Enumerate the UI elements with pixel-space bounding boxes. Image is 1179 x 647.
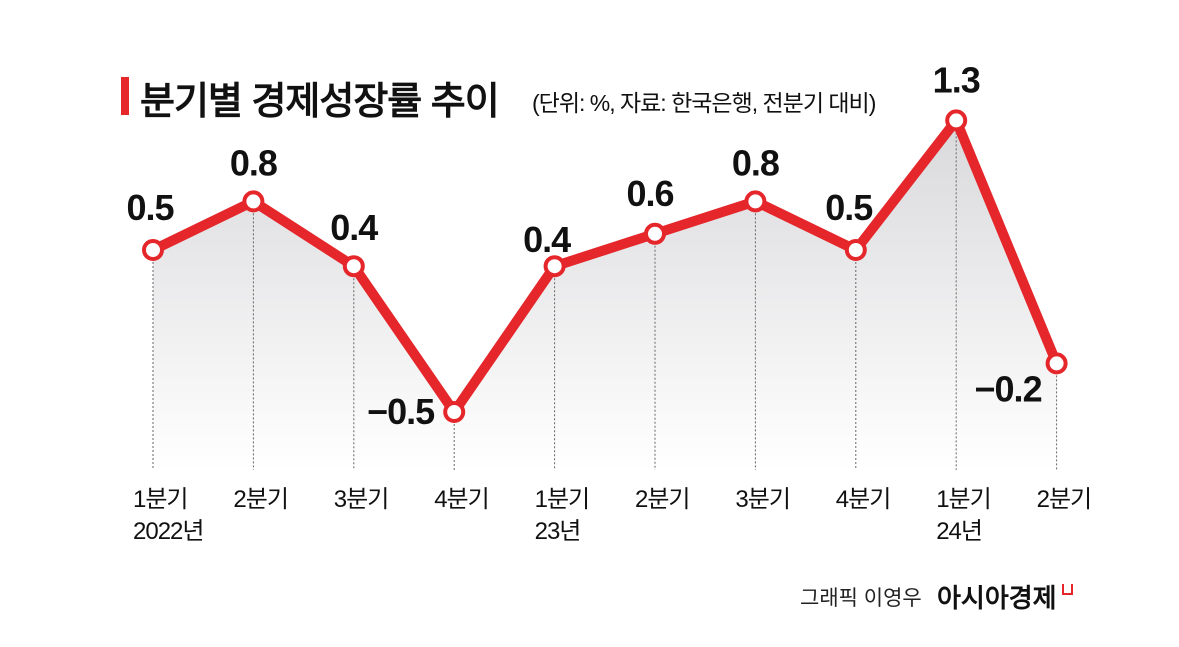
data-point <box>543 255 566 278</box>
x-tick-label: 1분기 <box>133 486 188 513</box>
data-point <box>342 255 365 278</box>
brand-logo: 아시아경제 <box>937 583 1057 613</box>
x-tick-label: 2022년 <box>133 518 203 545</box>
chart-title: 분기별 경제성장률 추이 <box>140 81 500 123</box>
data-point <box>142 239 164 261</box>
x-tick-label: 4분기 <box>434 486 489 513</box>
x-tick-label: 4분기 <box>836 486 891 513</box>
data-point <box>242 190 265 213</box>
data-label: 0.8 <box>230 142 277 183</box>
x-tick-label: 23년 <box>535 518 581 545</box>
x-tick-label: 2분기 <box>233 486 288 513</box>
x-tick-label: 3분기 <box>735 486 790 513</box>
brand-mark-icon <box>1062 584 1073 595</box>
credit: 그래픽 이영우 <box>800 587 922 610</box>
x-tick-label: 24년 <box>936 518 982 545</box>
x-tick-label: 1분기 <box>535 486 590 513</box>
data-label: 0.5 <box>126 187 174 228</box>
data-label: −0.2 <box>975 368 1042 409</box>
data-point <box>744 190 767 213</box>
data-label: 0.4 <box>330 207 378 248</box>
data-label: 1.3 <box>933 59 980 100</box>
data-point <box>945 109 968 132</box>
data-point <box>1045 352 1068 375</box>
chart-subtitle: (단위: %, 자료: 한국은행, 전분기 대비) <box>532 90 876 116</box>
x-tick-label: 2분기 <box>1037 486 1092 513</box>
data-label: 0.8 <box>732 142 779 183</box>
x-tick-label: 2분기 <box>635 486 690 513</box>
x-tick-label: 3분기 <box>334 486 389 513</box>
series-line <box>150 115 1062 417</box>
data-point <box>443 401 466 423</box>
area-fill <box>153 120 1057 471</box>
data-label: −0.5 <box>367 391 435 432</box>
data-label: 0.6 <box>626 173 673 214</box>
data-label: 0.4 <box>523 219 571 260</box>
data-point <box>644 222 666 245</box>
title-accent-bar <box>121 77 129 115</box>
data-point <box>844 239 867 261</box>
x-tick-label: 1분기 <box>936 486 991 513</box>
data-label: 0.5 <box>825 187 873 228</box>
